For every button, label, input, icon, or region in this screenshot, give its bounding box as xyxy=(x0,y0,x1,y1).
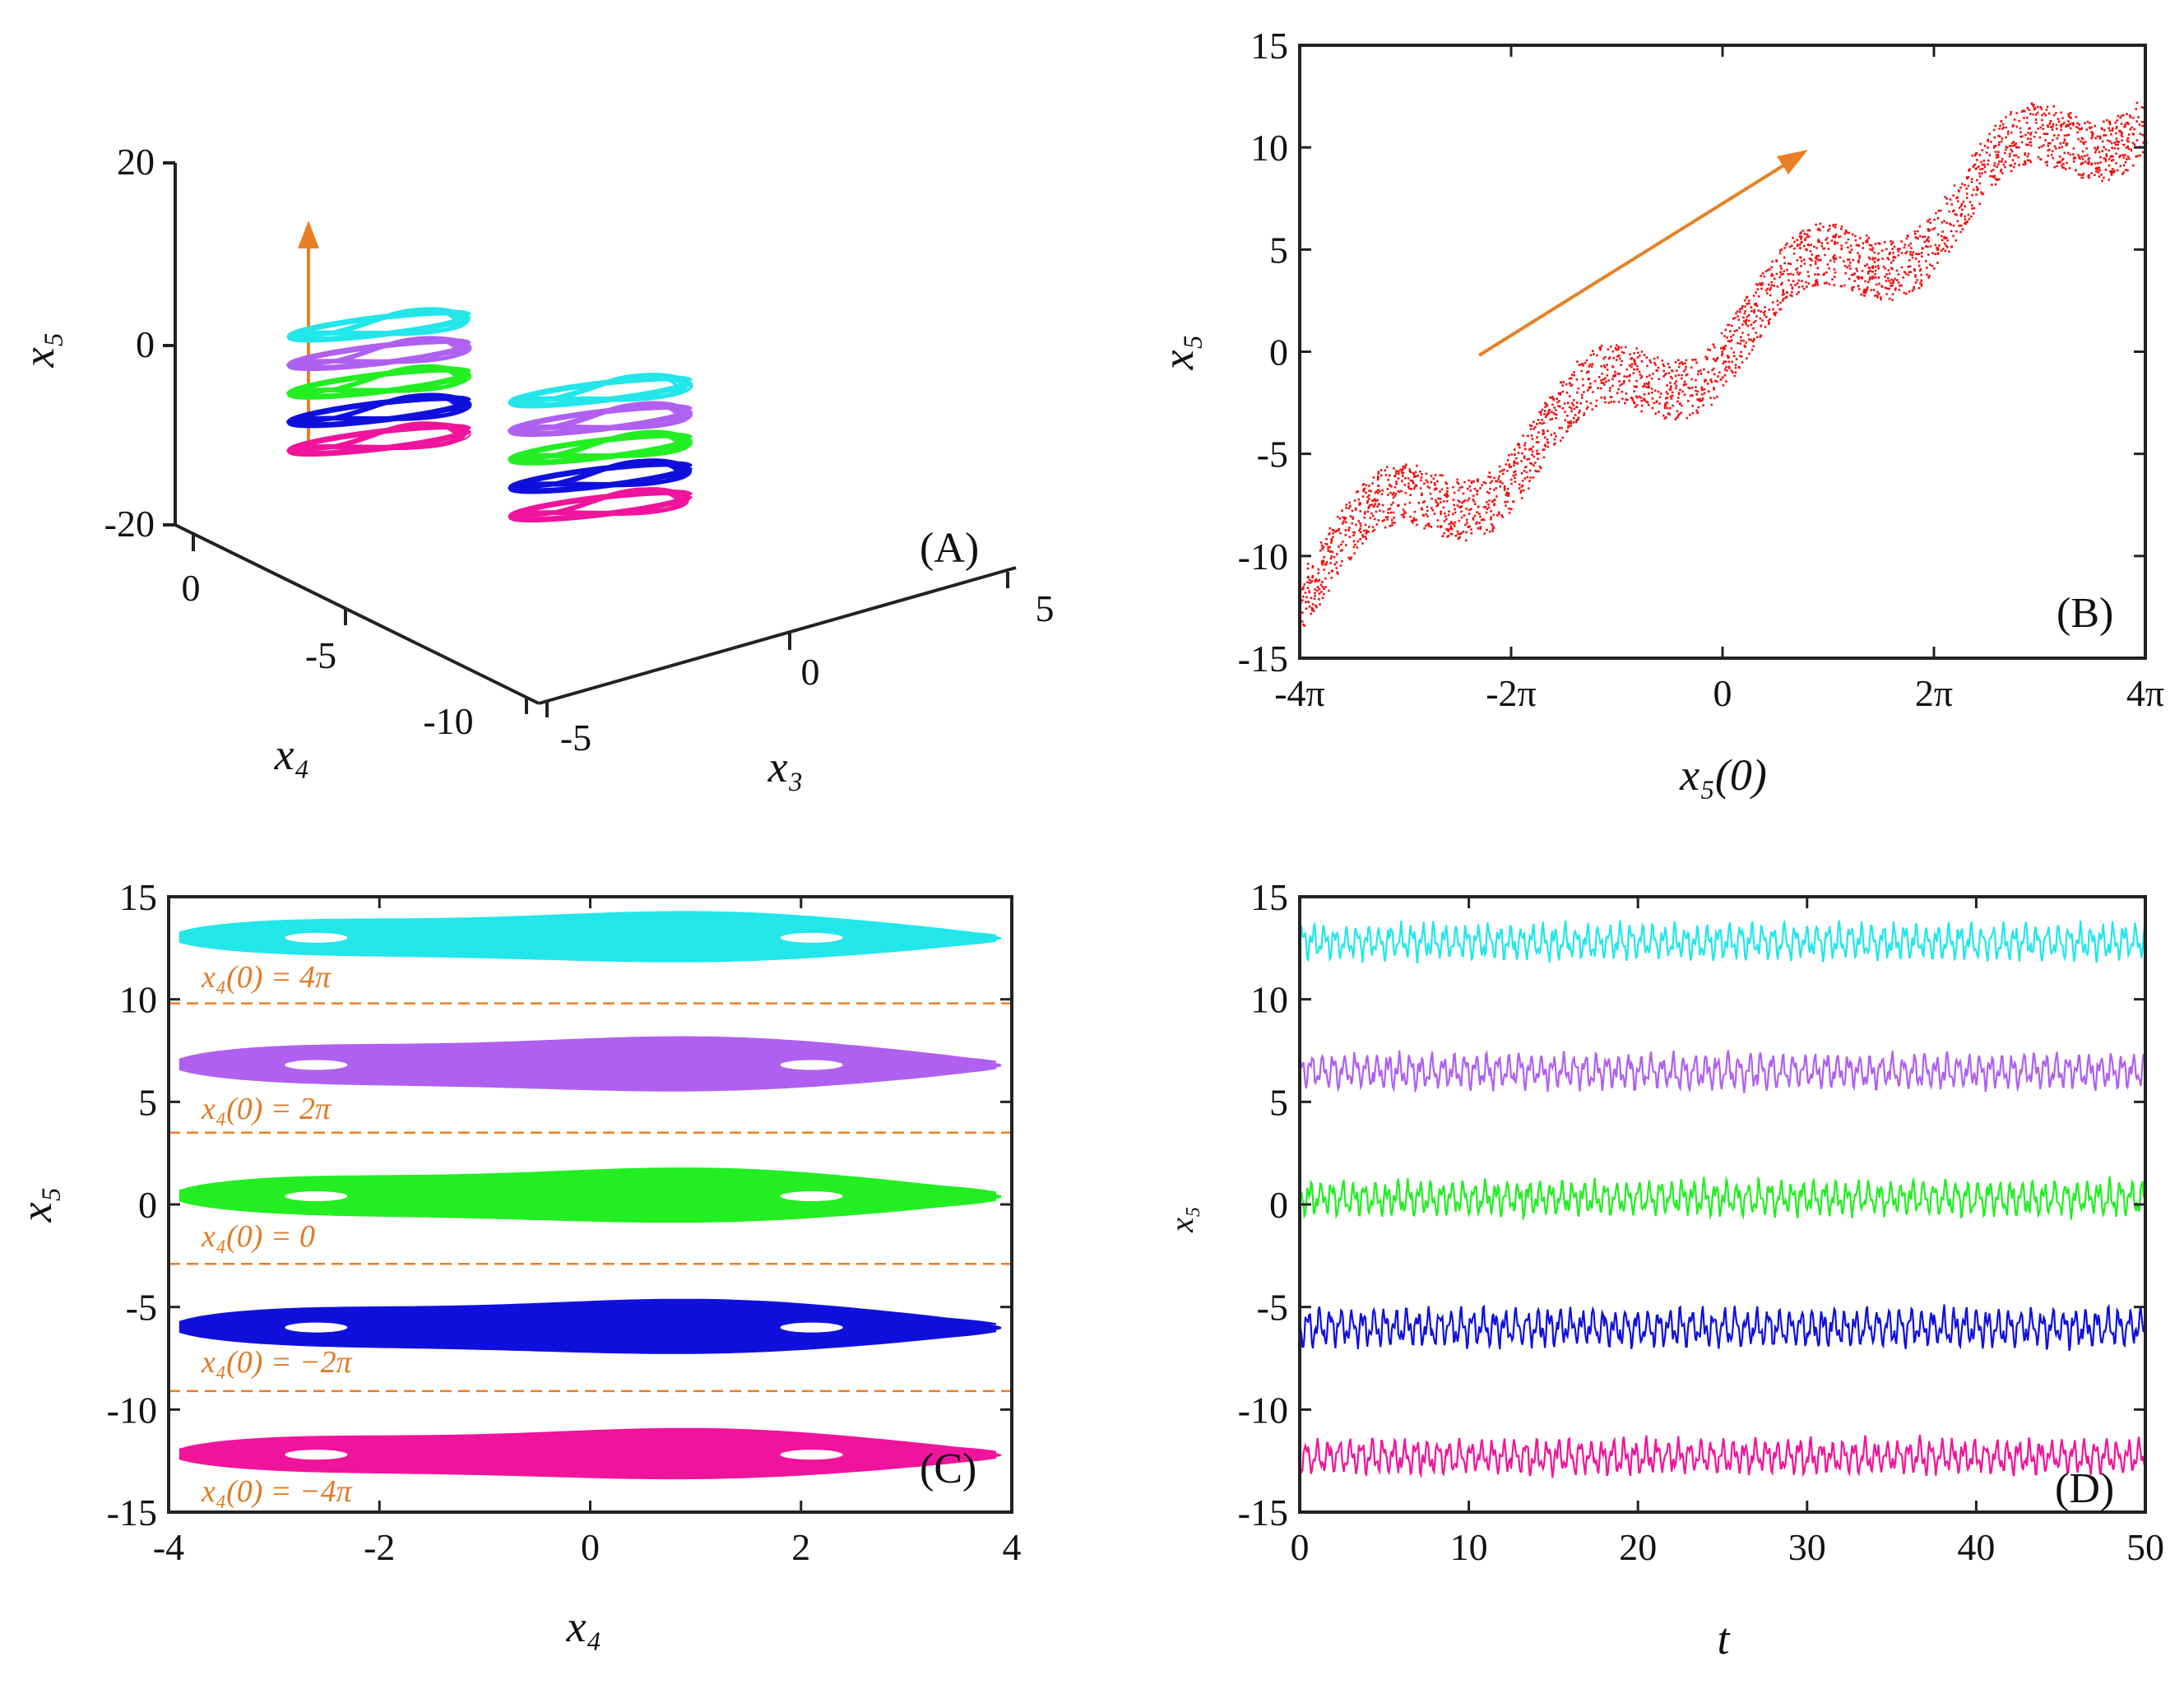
tick-label: 0 xyxy=(136,323,155,365)
panel-a: 20 0 -20 0 -5 -10 -5 0 5 x₅ x₄ x₃ (A) xyxy=(14,141,1055,791)
panel-d-y-label: x₅ xyxy=(1163,1206,1200,1233)
attractor-hole xyxy=(285,1191,347,1201)
panel-d-ticks: 0 10 20 30 40 50 -15 -10 -5 0 5 10 15 xyxy=(1238,876,2164,1568)
annotation: x₄(0) = 4π xyxy=(201,960,332,995)
series-line xyxy=(1300,1435,2145,1478)
panel-a-attractors xyxy=(287,308,692,519)
panel-d-label: (D) xyxy=(2055,1465,2114,1512)
tick-label: -20 xyxy=(104,503,155,545)
tick-label: 2π xyxy=(1915,672,1953,714)
series-line xyxy=(1300,1305,2145,1351)
tick-label: 5 xyxy=(1269,229,1288,271)
panel-d: 0 10 20 30 40 50 -15 -10 -5 0 5 10 15 x₅ t (D) xyxy=(1163,876,2164,1663)
panel-b-x-label: x₅(0) xyxy=(1679,750,1767,800)
tick-label: 50 xyxy=(2126,1526,2164,1568)
panel-a-y-label: x₄ xyxy=(274,730,310,779)
panel-a-arrow-head xyxy=(298,220,319,248)
tick-label: 10 xyxy=(1450,1526,1488,1568)
tick-label: 0 xyxy=(1713,672,1732,714)
tick-label: 4 xyxy=(1003,1526,1022,1568)
tick-label: 10 xyxy=(1250,127,1288,169)
tick-label: -5 xyxy=(1257,434,1288,476)
tick-label: -4 xyxy=(153,1526,184,1568)
series-line xyxy=(1300,921,2145,963)
panel-c-y-label: x₅ xyxy=(12,1187,61,1223)
attractor-hole xyxy=(781,1323,843,1333)
series-line xyxy=(1300,1051,2145,1093)
tick-label: 15 xyxy=(119,876,157,918)
scatter-points xyxy=(1300,94,2147,627)
panel-b-label: (B) xyxy=(2056,590,2113,637)
panel-a-label: (A) xyxy=(920,525,979,572)
tick-label: -5 xyxy=(560,717,591,759)
attractor-hole xyxy=(781,1450,843,1459)
tick-label: 4π xyxy=(2126,672,2164,714)
panel-a-y-ticks: 0 -5 -10 xyxy=(182,567,474,742)
tick-label: 10 xyxy=(1250,979,1288,1021)
panel-c-bands xyxy=(179,911,1001,1479)
panel-d-x-label: t xyxy=(1717,1614,1731,1663)
tick-label: 0 xyxy=(581,1526,600,1568)
panel-c-label: (C) xyxy=(920,1445,976,1492)
tick-label: 10 xyxy=(119,979,157,1021)
tick-label: 5 xyxy=(1036,587,1055,629)
attractor-hole xyxy=(285,1450,347,1459)
attractor-hole xyxy=(285,933,347,943)
panel-a-x-label: x₃ xyxy=(767,742,804,791)
panel-b-scatter xyxy=(1300,94,2147,627)
tick-label: -5 xyxy=(126,1287,157,1329)
panel-d-series xyxy=(1300,921,2145,1478)
tick-label: 0 xyxy=(182,567,201,609)
tick-label: 0 xyxy=(1269,1184,1288,1226)
panel-a-z-ticks: 20 0 -20 xyxy=(104,141,155,545)
tick-label: -15 xyxy=(1238,638,1288,680)
series-line xyxy=(1300,1176,2145,1220)
panel-a-x-ticks: -5 0 5 xyxy=(560,587,1055,759)
panel-c-x-label: x₄ xyxy=(566,1602,602,1651)
annotation: x₄(0) = −4π xyxy=(201,1474,353,1509)
panel-a-z-label: x₅ xyxy=(14,332,63,369)
tick-label: 5 xyxy=(138,1081,157,1123)
annotation: x₄(0) = 2π xyxy=(201,1092,332,1126)
tick-label: 2 xyxy=(791,1526,810,1568)
tick-label: 40 xyxy=(1957,1526,1995,1568)
panel-c-annotations: x₄(0) = 4π x₄(0) = 2π x₄(0) = 0 x₄(0) = … xyxy=(201,960,353,1509)
tick-label: -10 xyxy=(423,700,473,742)
tick-label: 30 xyxy=(1788,1526,1826,1568)
tick-label: -15 xyxy=(1238,1492,1288,1534)
annotation: x₄(0) = −2π xyxy=(201,1345,353,1380)
tick-label: 20 xyxy=(1619,1526,1657,1568)
tick-label: -10 xyxy=(1238,1389,1288,1431)
panel-b-arrow-head xyxy=(1777,150,1808,174)
tick-label: -5 xyxy=(305,634,336,676)
tick-label: 15 xyxy=(1250,25,1288,67)
tick-label: -10 xyxy=(107,1389,157,1431)
panel-c: -4 -2 0 2 4 -15 -10 -5 0 5 10 15 x₄(0) = 4π x₄(0) =… xyxy=(12,876,1022,1651)
tick-label: 0 xyxy=(1291,1526,1310,1568)
attractor-hole xyxy=(781,1060,843,1070)
tick-label: 0 xyxy=(1269,332,1288,374)
annotation: x₄(0) = 0 xyxy=(201,1219,315,1254)
attractor-hole xyxy=(781,933,843,943)
tick-label: -15 xyxy=(107,1492,157,1534)
tick-label: -5 xyxy=(1257,1287,1288,1329)
attractor-hole xyxy=(285,1323,347,1333)
tick-label: -10 xyxy=(1238,536,1288,578)
panel-b-y-label: x₅ xyxy=(1153,335,1203,371)
tick-label: 20 xyxy=(117,141,155,183)
tick-label: 0 xyxy=(801,651,820,693)
tick-label: 15 xyxy=(1250,876,1288,918)
attractor-hole xyxy=(285,1060,347,1070)
attractor-hole xyxy=(781,1191,843,1201)
tick-label: 0 xyxy=(138,1184,157,1226)
tick-label: -2π xyxy=(1486,672,1537,714)
tick-label: -2 xyxy=(364,1526,395,1568)
tick-label: 5 xyxy=(1269,1081,1288,1123)
